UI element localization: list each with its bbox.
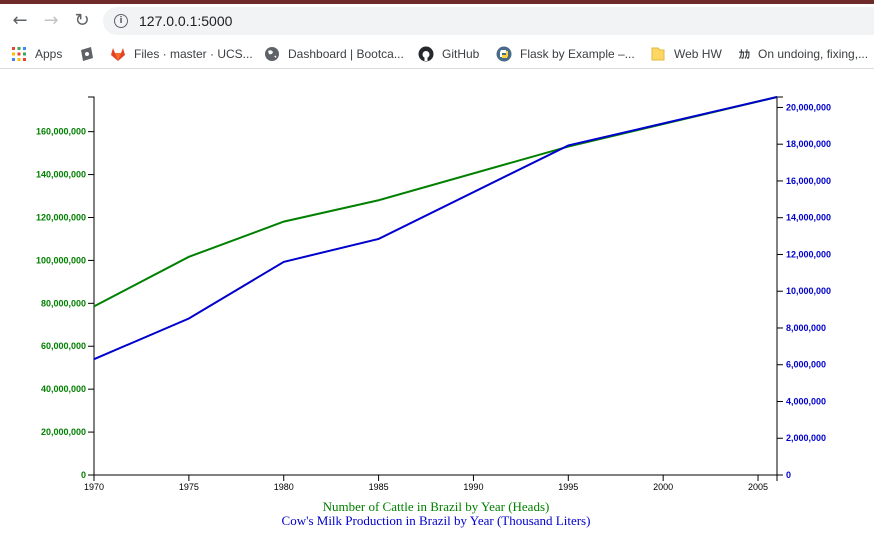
series-line-milk [93, 96, 778, 361]
kana-icon: ｶｶ [739, 48, 750, 61]
series-line-cattle [93, 96, 778, 308]
y-right-tick-label: 4,000,000 [786, 396, 826, 406]
puzzle-icon [79, 46, 95, 62]
y-left-tick-label: 80,000,000 [41, 298, 86, 308]
back-button[interactable]: ← [7, 8, 33, 34]
y-right-tick-label: 10,000,000 [786, 286, 831, 296]
x-axis-title-milk: Cow's Milk Production in Brazil by Year … [282, 513, 591, 528]
y-left-tick-label: 40,000,000 [41, 384, 86, 394]
bookmark-label: Apps [35, 47, 63, 61]
y-right-tick-label: 0 [786, 470, 791, 480]
y-right-tick-label: 16,000,000 [786, 176, 831, 186]
x-tick-label: 1970 [84, 482, 104, 492]
bookmark-flask[interactable]: Flask by Example –... [496, 45, 635, 63]
y-right-tick-label: 8,000,000 [786, 323, 826, 333]
bookmark-on-undoing[interactable]: ｶｶ On undoing, fixing,... [739, 45, 868, 63]
folder-icon [650, 46, 666, 62]
y-right-tick-label: 14,000,000 [786, 213, 831, 223]
browser-toolbar: ← → ↻ i 127.0.0.1:5000 [0, 4, 874, 38]
x-tick-label: 2000 [653, 482, 673, 492]
arrow-left-icon: ← [12, 10, 28, 31]
y-right-tick-label: 12,000,000 [786, 249, 831, 259]
bookmark-dashboard[interactable]: Dashboard | Bootca... [264, 45, 404, 63]
x-tick-label: 1980 [274, 482, 294, 492]
y-left-tick-label: 160,000,000 [36, 127, 86, 137]
x-axis-line [93, 474, 778, 481]
x-tick-label: 1985 [369, 482, 389, 492]
y-left-tick-label: 120,000,000 [36, 212, 86, 222]
bookmark-label: Files · master · UCS... [134, 47, 253, 61]
globe-icon [264, 46, 280, 62]
bookmark-github[interactable]: GitHub [418, 45, 479, 63]
bookmark-label: GitHub [442, 47, 480, 61]
x-tick-label: 1975 [179, 482, 199, 492]
y-axis-right-line [776, 96, 783, 476]
bookmark-web-hw[interactable]: Web HW [650, 45, 722, 63]
url-text[interactable]: 127.0.0.1:5000 [139, 13, 233, 29]
bookmark-extension[interactable] [79, 45, 103, 63]
bookmark-label: Flask by Example –... [520, 47, 635, 61]
y-left-tick-label: 20,000,000 [41, 427, 86, 437]
x-axis-title-cattle: Number of Cattle in Brazil by Year (Head… [323, 499, 550, 514]
x-tick-label: 1990 [463, 482, 483, 492]
y-axis-left-line [88, 96, 95, 476]
bookmark-apps[interactable]: Apps [11, 45, 62, 63]
reload-button[interactable]: ↻ [69, 8, 95, 34]
y-right-tick-label: 18,000,000 [786, 139, 831, 149]
chart-axes: 0 20,000,000 40,000,000 60,000,000 80,000,00… [36, 96, 831, 492]
chart-series [93, 96, 778, 361]
window-top-edge [0, 0, 874, 4]
x-tick-label: 2005 [748, 482, 768, 492]
bookmarks-bar: Apps Files · master · UCS... Dashboard |… [0, 38, 874, 68]
gitlab-icon [110, 46, 126, 62]
y-left-tick-label: 100,000,000 [36, 255, 86, 265]
bookmark-label: Web HW [674, 47, 722, 61]
bookmark-label: Dashboard | Bootca... [288, 47, 404, 61]
y-right-tick-label: 6,000,000 [786, 360, 826, 370]
y-right-tick-label: 20,000,000 [786, 102, 831, 112]
dual-axis-line-chart: 0 20,000,000 40,000,000 60,000,000 80,000,00… [36, 96, 831, 528]
reload-icon: ↻ [74, 10, 90, 31]
bookmark-label: On undoing, fixing,... [758, 47, 869, 61]
arrow-right-icon: → [43, 10, 59, 31]
chrome-divider [0, 68, 874, 69]
bookmark-gitlab[interactable]: Files · master · UCS... [110, 45, 253, 63]
x-tick-label: 1995 [558, 482, 578, 492]
y-right-tick-label: 2,000,000 [786, 433, 826, 443]
apps-grid-icon [11, 46, 27, 62]
y-left-tick-label: 0 [81, 470, 86, 480]
forward-button[interactable]: → [38, 8, 64, 34]
python-icon [496, 46, 512, 62]
y-left-tick-label: 60,000,000 [41, 341, 86, 351]
github-icon [418, 46, 434, 62]
chart-axis-titles: Number of Cattle in Brazil by Year (Head… [282, 499, 591, 528]
address-bar[interactable]: i 127.0.0.1:5000 [103, 7, 874, 35]
y-left-tick-label: 140,000,000 [36, 170, 86, 180]
info-icon[interactable]: i [114, 14, 128, 28]
